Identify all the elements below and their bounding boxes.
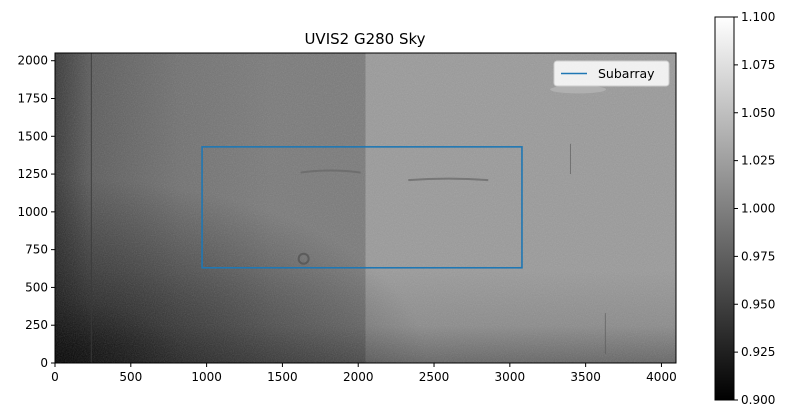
y-tick-label: 1250 [17,167,48,181]
subarray-rectangle [201,146,523,269]
colorbar-tick-label: 0.900 [741,393,775,407]
colorbar-tick-label: 1.050 [741,106,775,120]
x-tick-label: 2500 [419,370,450,384]
sky-image [55,53,676,363]
x-tick-label: 3500 [570,370,601,384]
legend: Subarray [553,60,670,87]
y-tick-label: 0 [40,356,48,370]
y-tick-label: 1500 [17,129,48,143]
colorbar-tick-label: 1.075 [741,58,775,72]
image-spectral-trace [300,169,489,182]
x-tick-label: 0 [51,370,59,384]
colorbar: 0.900 0.925 0.950 0.975 1.000 1.025 1.050 1.075… [714,10,775,407]
image-bright-patch [550,85,607,94]
x-tick-label: 1500 [267,370,298,384]
x-tick-label: 1000 [191,370,222,384]
colorbar-tick-label: 1.000 [741,202,775,216]
plot-frame [54,52,677,364]
y-tick-label: 500 [25,280,48,294]
x-tick-label: 2000 [343,370,374,384]
colorbar-tick-label: 0.925 [741,345,775,359]
x-tick-label: 4000 [646,370,677,384]
y-tick-label: 250 [25,318,48,332]
x-tick-label: 3000 [495,370,526,384]
colorbar-gradient [714,16,735,401]
legend-entry-label: Subarray [598,66,655,81]
colorbar-tick-label: 1.100 [741,10,775,24]
colorbar-tick-label: 0.975 [741,249,775,263]
colorbar-tick-label: 1.025 [741,154,775,168]
colorbar-tick-label: 0.950 [741,297,775,311]
axes: 0 500 1000 1500 2000 2500 3000 3500 4000 0 250 500 7… [17,52,677,384]
legend-box [553,60,670,87]
x-tick-label: 500 [119,370,142,384]
y-tick-label: 1000 [17,205,48,219]
image-blob [297,252,310,265]
y-tick-label: 1750 [17,91,48,105]
subarray-box [201,146,523,269]
y-tick-label: 750 [25,243,48,257]
image-noise [55,53,676,363]
y-tick-label: 2000 [17,54,48,68]
chart-title: UVIS2 G280 Sky [304,30,425,48]
